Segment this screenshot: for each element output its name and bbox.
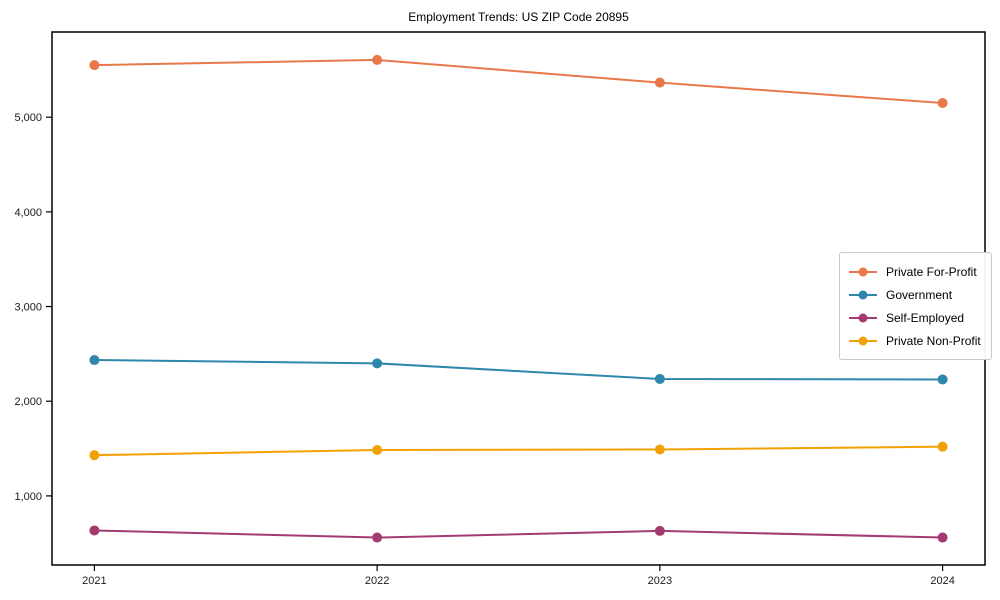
legend-swatch-icon <box>849 336 877 345</box>
y-tick-label: 3,000 <box>14 302 42 314</box>
legend-label: Private For-Profit <box>886 264 977 279</box>
data-point-marker <box>372 358 383 369</box>
legend-item: Self-Employed <box>848 306 981 329</box>
data-point-marker <box>937 374 948 385</box>
y-tick-label: 5,000 <box>14 112 42 124</box>
x-tick-label: 2022 <box>365 575 389 587</box>
legend-item: Private For-Profit <box>848 260 981 283</box>
x-tick-label: 2023 <box>648 575 672 587</box>
legend-label: Government <box>886 287 953 302</box>
series-line <box>93 445 944 457</box>
legend-swatch-icon <box>849 267 877 276</box>
x-tick-label: 2024 <box>930 575 954 587</box>
legend-swatch-icon <box>849 313 877 322</box>
data-point-marker <box>654 525 665 536</box>
data-point-marker <box>937 98 948 109</box>
x-tick-label: 2021 <box>82 575 106 587</box>
data-point-marker <box>937 441 948 452</box>
data-point-marker <box>89 525 100 536</box>
legend-label: Self-Employed <box>886 310 965 325</box>
legend: Private For-Profit Government Self-Employe… <box>839 252 992 360</box>
series-line <box>93 529 944 539</box>
data-point-marker <box>372 532 383 543</box>
data-point-marker <box>654 444 665 455</box>
y-tick-label: 4,000 <box>14 207 42 219</box>
data-point-marker <box>89 355 100 366</box>
y-tick-label: 1,000 <box>14 491 42 503</box>
data-point-marker <box>654 373 665 384</box>
data-point-marker <box>89 450 100 461</box>
data-point-marker <box>89 60 100 71</box>
series-line <box>93 359 944 381</box>
legend-label: Private Non-Profit <box>886 333 981 348</box>
chart-title: Employment Trends: US ZIP Code 20895 <box>408 10 629 24</box>
series-line <box>93 58 944 105</box>
data-point-marker <box>372 444 383 455</box>
legend-item: Private Non-Profit <box>848 329 981 352</box>
data-point-marker <box>937 532 948 543</box>
legend-item: Government <box>848 283 981 306</box>
data-point-marker <box>654 77 665 88</box>
data-point-marker <box>372 54 383 65</box>
y-tick-label: 2,000 <box>14 396 42 408</box>
legend-swatch-icon <box>849 290 877 299</box>
